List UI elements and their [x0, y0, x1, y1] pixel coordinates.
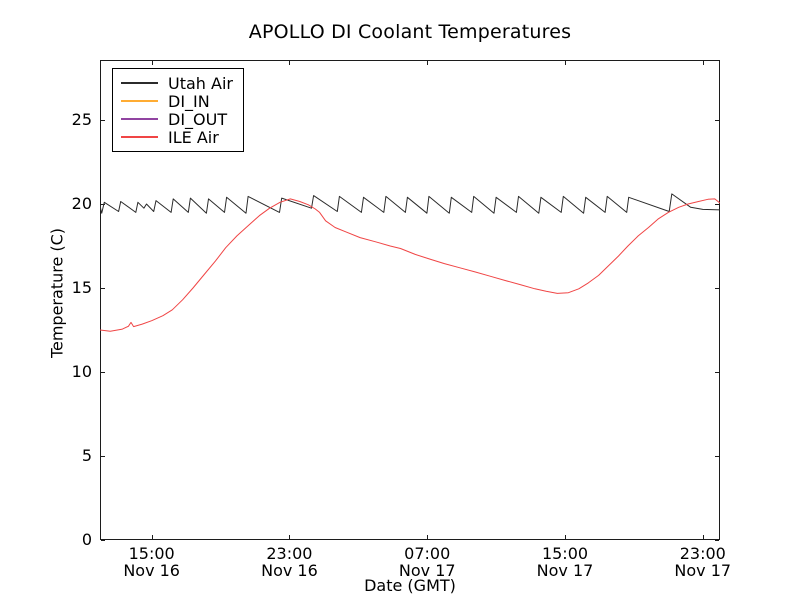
y-tick-label: 10 [71, 361, 92, 381]
legend-item-di-in: DI_IN [121, 91, 233, 111]
x-tick-time: 15:00 [128, 544, 175, 563]
series-line-ile-air [100, 198, 720, 332]
legend-line-swatch [121, 118, 158, 120]
x-tick-label: 15:00 Nov 17 [510, 545, 620, 579]
y-tick-label: 20 [71, 193, 92, 213]
y-tick-label: 25 [71, 109, 92, 129]
tick-marks [101, 61, 719, 541]
legend-label: ILE Air [168, 127, 219, 147]
legend-label: Utah Air [168, 73, 233, 93]
legend-label: DI_IN [168, 91, 210, 111]
legend-line-swatch [121, 100, 158, 102]
x-tick-date: Nov 16 [261, 561, 318, 580]
x-tick-time: 23:00 [266, 544, 313, 563]
x-tick-label: 23:00 Nov 16 [234, 545, 344, 579]
legend-item-utah-air: Utah Air [121, 73, 233, 93]
axes-frame [100, 60, 720, 540]
y-tick-label: 15 [71, 277, 92, 297]
x-tick-date: Nov 17 [536, 561, 594, 580]
legend-item-di-out: DI_OUT [121, 109, 233, 129]
x-tick-date: Nov 17 [398, 561, 456, 580]
x-tick-date: Nov 17 [674, 561, 732, 580]
x-tick-label: 15:00 Nov 16 [97, 545, 207, 579]
y-tick-label: 5 [81, 445, 92, 465]
x-tick-time: 07:00 [404, 544, 451, 563]
y-tick-label: 0 [81, 530, 92, 549]
x-axis-label: Date (GMT) [364, 576, 456, 595]
x-tick-date: Nov 16 [123, 561, 180, 580]
x-tick-time: 23:00 [679, 544, 726, 563]
legend-label: DI_OUT [168, 109, 228, 129]
series-line-utah-air [100, 193, 720, 214]
x-tick-label: 23:00 Nov 17 [648, 545, 758, 579]
chart-title: APOLLO DI Coolant Temperatures [248, 21, 572, 43]
x-tick-label: 07:00 Nov 17 [372, 545, 482, 579]
legend-line-swatch [121, 136, 158, 138]
legend-item-ile-air: ILE Air [121, 127, 233, 147]
legend: Utah Air DI_IN DI_OUT ILE Air [112, 68, 244, 152]
x-tick-time: 15:00 [541, 544, 589, 563]
legend-line-swatch [121, 82, 158, 84]
